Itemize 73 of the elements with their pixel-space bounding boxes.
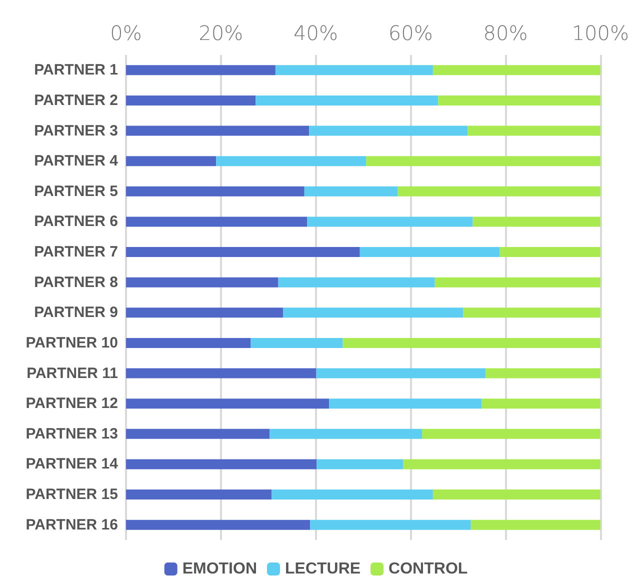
y-tick-label: PARTNER 6 — [34, 213, 118, 230]
bar — [126, 126, 310, 136]
bar — [307, 216, 473, 227]
bar — [463, 308, 600, 318]
bar — [316, 368, 486, 378]
bar — [366, 156, 600, 166]
bar — [126, 277, 278, 288]
y-tick-label: PARTNER 3 — [34, 122, 118, 140]
y-tick-label: PARTNER 14 — [26, 456, 119, 473]
bar — [126, 156, 216, 166]
bar — [432, 490, 600, 500]
bar — [398, 186, 600, 196]
legend-label: EMOTION — [182, 560, 258, 578]
bar — [272, 490, 433, 500]
y-tick-label: PARTNER 15 — [26, 486, 118, 504]
bar — [126, 65, 276, 76]
y-tick-label: PARTNER 12 — [26, 395, 118, 412]
bar — [342, 338, 600, 348]
x-tick-label: 100% — [572, 21, 630, 45]
y-tick-label: PARTNER 2 — [34, 92, 118, 109]
bar — [310, 520, 471, 530]
bar — [432, 65, 600, 76]
y-tick-label: PARTNER 11 — [26, 364, 118, 382]
y-tick-label: PARTNER 8 — [34, 274, 118, 291]
x-tick-label: 40% — [294, 21, 338, 45]
bar — [468, 126, 600, 136]
y-tick-label: PARTNER 1 — [34, 62, 118, 79]
y-tick-label: PARTNER 10 — [26, 334, 118, 352]
legend-label: CONTROL — [388, 560, 468, 578]
bar — [434, 277, 600, 288]
bar — [270, 428, 422, 439]
bar — [438, 95, 600, 106]
bar — [126, 398, 330, 409]
bar — [126, 368, 316, 378]
bar — [482, 398, 600, 409]
bar — [275, 65, 433, 76]
y-tick-label: PARTNER 9 — [34, 304, 118, 322]
bar — [126, 247, 360, 258]
bar — [486, 368, 600, 378]
bar — [126, 186, 304, 196]
bar — [126, 428, 270, 439]
y-tick-label: PARTNER 5 — [34, 182, 118, 200]
x-tick-label: 80% — [483, 21, 528, 45]
bar — [470, 520, 600, 530]
bar — [126, 520, 310, 530]
legend-label: LECTURE — [285, 560, 361, 578]
bar — [403, 459, 600, 470]
bar — [126, 459, 317, 470]
bar — [126, 216, 308, 227]
y-tick-label: PARTNER 13 — [26, 425, 118, 442]
bar — [126, 95, 256, 106]
bar — [126, 308, 284, 318]
bar — [309, 126, 468, 136]
y-tick-label: PARTNER 7 — [34, 244, 118, 261]
bar — [304, 186, 398, 196]
bar — [329, 398, 482, 409]
bar — [316, 459, 404, 470]
y-tick-label: PARTNER 16 — [26, 516, 118, 534]
bar — [126, 490, 272, 500]
bar — [256, 95, 438, 106]
bar — [250, 338, 343, 348]
bar — [216, 156, 366, 166]
x-tick-label: 0% — [110, 21, 142, 45]
bar — [500, 247, 600, 258]
bar — [472, 216, 600, 227]
bar — [360, 247, 500, 258]
x-tick-label: 20% — [198, 21, 244, 45]
bar — [422, 428, 600, 439]
y-tick-label: PARTNER 4 — [34, 152, 119, 170]
bar — [283, 308, 464, 318]
bar — [278, 277, 435, 288]
bar — [126, 338, 251, 348]
x-tick-label: 60% — [388, 21, 433, 45]
